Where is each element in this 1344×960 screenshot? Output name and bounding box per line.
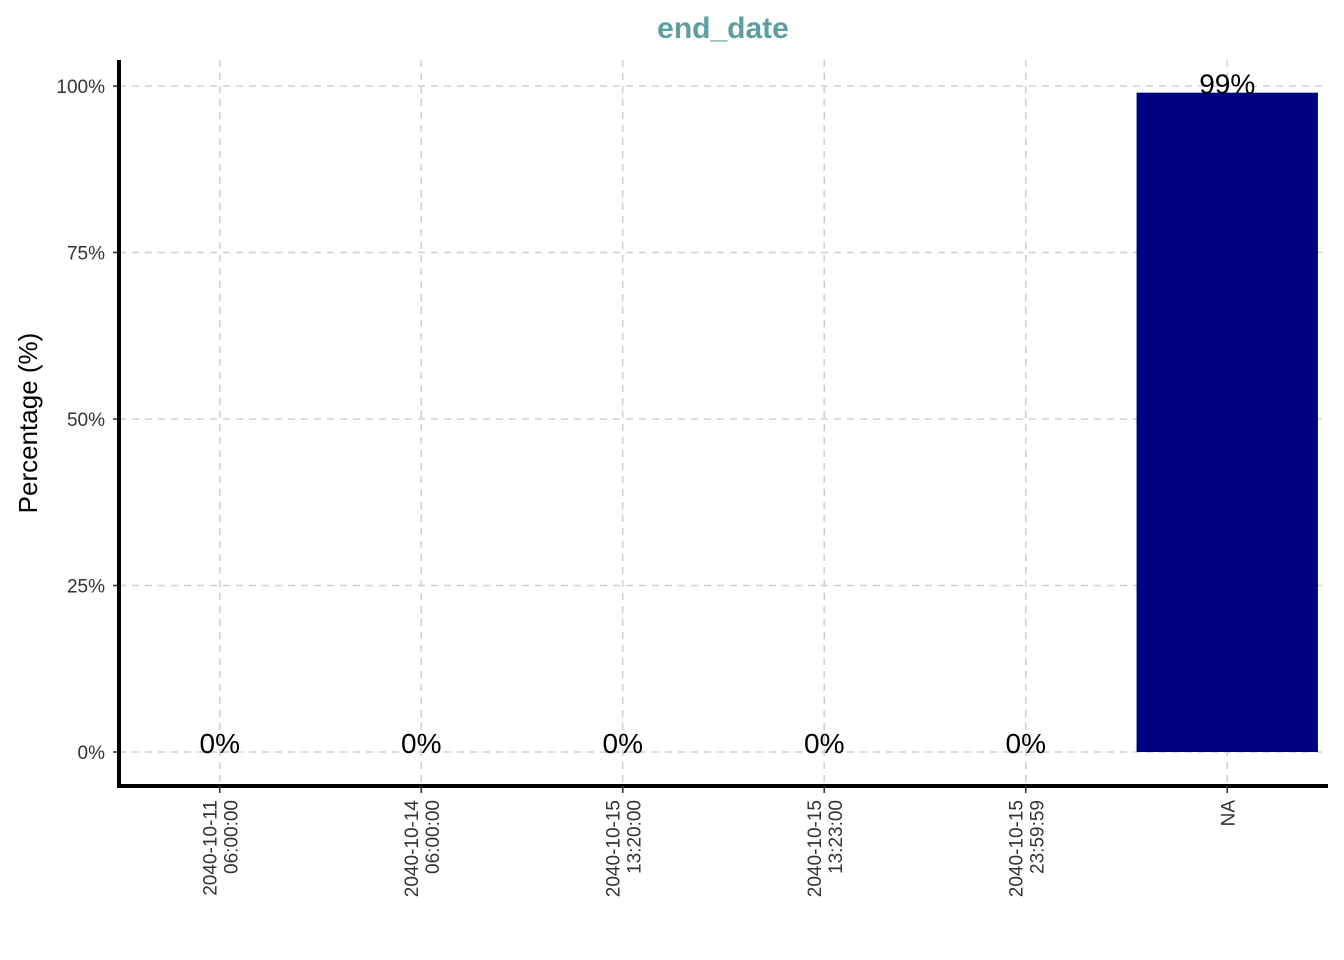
y-tick-label: 0% [78, 743, 106, 764]
x-tick-label-line: 2040-10-11 [200, 800, 221, 896]
data-label: 0% [804, 728, 844, 759]
y-tick-label: 50% [67, 410, 105, 431]
x-tick-label: 2040-10-11 06:00:00 [200, 800, 242, 896]
x-tick-label-line: 13:23:00 [826, 800, 847, 874]
x-tick-label-line: 23:59:59 [1027, 800, 1048, 874]
x-tick-label-line: 2040-10-15 [603, 800, 624, 897]
y-tick-label: 100% [56, 77, 105, 98]
x-tick-label-line: 2040-10-15 [1006, 800, 1027, 897]
data-label: 0% [603, 728, 643, 759]
x-tick-label-line: 2040-10-15 [805, 800, 826, 897]
x-tick-label: 2040-10-15 13:20:00 [603, 800, 645, 897]
bar-layer [1136, 92, 1318, 752]
bar [1136, 92, 1318, 752]
chart-title: end_date [657, 12, 789, 45]
data-label: 0% [200, 728, 240, 759]
x-tick-label-line: 13:20:00 [624, 800, 645, 874]
y-tick-label: 75% [67, 244, 105, 265]
x-tick-label: 2040-10-14 06:00:00 [402, 800, 444, 898]
data-label: 0% [1006, 728, 1046, 759]
x-tick-label-line: 06:00:00 [221, 800, 242, 874]
x-tick-label-line: 06:00:00 [423, 800, 444, 874]
axis-layer [113, 60, 1328, 793]
x-tick-label-line: 2040-10-14 [402, 800, 423, 898]
data-label: 0% [401, 728, 441, 759]
x-tick-label: 2040-10-15 13:23:00 [805, 800, 847, 897]
x-tick-label-line: NA [1218, 800, 1239, 827]
label-layer: 0%25%50%75%100%2040-10-11 06:00:00 2040-10… [56, 69, 1255, 898]
x-tick-label: 2040-10-15 23:59:59 [1006, 800, 1048, 897]
y-axis-label: Percentage (%) [13, 333, 43, 514]
x-tick-label: NA [1218, 800, 1239, 827]
y-tick-label: 25% [67, 577, 105, 598]
data-label: 99% [1199, 69, 1255, 100]
